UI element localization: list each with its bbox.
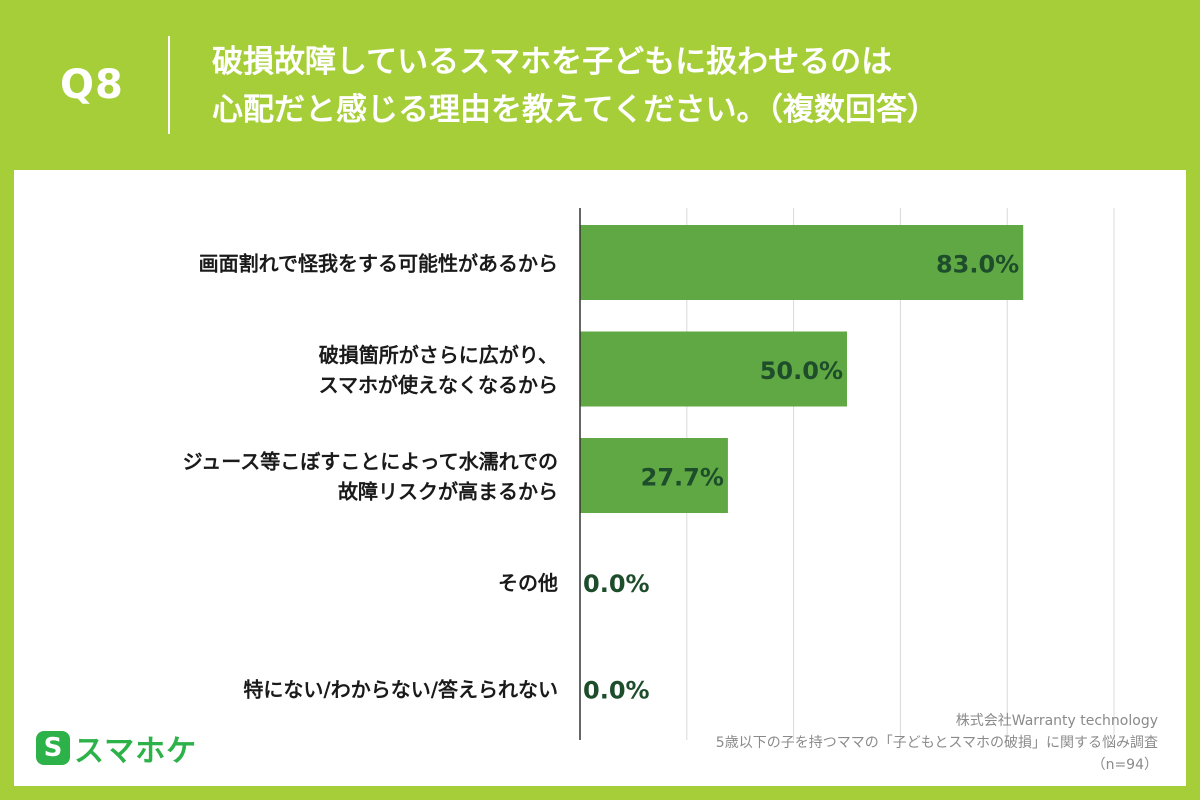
- data-label: 27.7%: [641, 464, 724, 492]
- source-sample-size: （n=94）: [1091, 757, 1158, 773]
- category-label: スマホが使えなくなるから: [319, 373, 558, 397]
- brand-logo: S スマホケ: [36, 726, 197, 770]
- question-title-line-1: 破損故障しているスマホを子どもに扱わせるのは: [212, 44, 893, 80]
- logo-text: スマホケ: [74, 734, 198, 769]
- category-label: 破損箇所がさらに広がり、: [319, 343, 558, 367]
- bar: [580, 225, 1024, 300]
- bar-chart: 83.0% 画面割れで怪我をする可能性があるから 50.0% 破損箇所がさらに広がり、…: [183, 208, 1115, 740]
- category-label: ジュース等こぼすことによって水濡れでの: [183, 450, 558, 474]
- category-label: 故障リスクが高まるから: [338, 480, 558, 504]
- data-label: 0.0%: [583, 570, 650, 598]
- data-label: 50.0%: [760, 357, 843, 385]
- logo-s-icon: S: [36, 731, 70, 765]
- category-label: 画面割れで怪我をする可能性があるから: [199, 252, 558, 276]
- source-company: 株式会社Warranty technology: [955, 713, 1158, 729]
- data-label: 83.0%: [936, 251, 1019, 279]
- bar: [580, 438, 728, 513]
- question-title: 破損故障しているスマホを子どもに扱わせるのは 心配だと感じる理由を教えてください…: [212, 38, 1152, 134]
- data-label: 0.0%: [583, 677, 650, 705]
- bar: [580, 331, 847, 407]
- category-label: 特にない/わからない/答えられない: [243, 678, 558, 702]
- question-number: Q8: [60, 62, 124, 108]
- source-note: 株式会社Warranty technology 5歳以下の子を持つママの「子ども…: [458, 710, 1158, 776]
- chart-panel: 83.0% 画面割れで怪我をする可能性があるから 50.0% 破損箇所がさらに広がり、…: [14, 170, 1186, 786]
- source-survey: 5歳以下の子を持つママの「子どもとスマホの破損」に関する悩み調査: [715, 735, 1158, 751]
- question-title-line-2: 心配だと感じる理由を教えてください。（複数回答）: [212, 92, 939, 128]
- header-divider: [168, 36, 170, 134]
- category-label: その他: [498, 571, 558, 595]
- header: Q8 破損故障しているスマホを子どもに扱わせるのは 心配だと感じる理由を教えてく…: [0, 0, 1200, 170]
